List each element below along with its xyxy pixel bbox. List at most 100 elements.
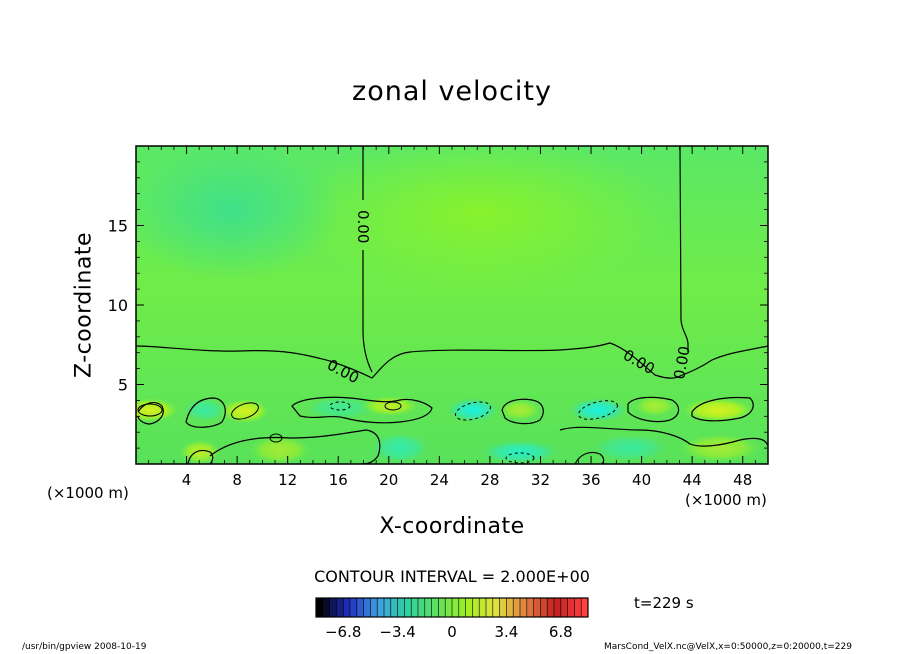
footer-left: /usr/bin/gpview 2008-10-19 [22,642,147,652]
neg-contour-2 [578,400,618,420]
colorbar-tick-label: −3.4 [379,623,415,641]
contour-cell-1 [185,397,226,428]
cell-pos-6 [682,398,754,422]
colorbar-cell [350,598,358,617]
contour-cell-2 [291,396,433,424]
cell-pos-9 [680,434,760,462]
colorbar-cell [533,598,541,617]
x-tick-label: 40 [632,471,651,489]
contour-cell-6 [209,429,381,464]
colorbar-cell [384,598,392,617]
contour-interval-label: CONTOUR INTERVAL = 2.000E+00 [314,567,590,586]
time-label: t=229 s [634,594,694,612]
colorbar-cell [567,598,575,617]
cell-neg-7 [590,434,670,462]
x-tick-label: 8 [232,471,242,489]
colorbar-cell [520,598,528,617]
colorbar-cell [581,598,589,617]
colorbar-cell [390,598,399,617]
colorbar-cell [424,598,433,617]
pos-contour-3 [384,401,402,411]
colorbar-cell [343,598,351,617]
neg-contour-4 [505,452,535,464]
colorbar-cell [431,598,439,617]
contour-cell-8 [559,426,768,447]
colorbar-cell [486,598,494,617]
zero-contours [136,146,768,464]
colorbar-cell [397,598,405,617]
colorbar-cell [438,598,446,617]
colorbar-tick-label: 6.8 [549,623,573,641]
colorbar-cell [356,598,365,617]
y-tick-label: 5 [118,376,128,395]
pos-contour-4 [269,433,283,443]
contour-vertical-zero-2 [679,146,689,352]
x-tick-label: 48 [733,471,752,489]
cell-pos-1 [136,398,178,422]
y-tick-label: 15 [108,217,128,236]
x-tick-label: 24 [430,471,449,489]
contour-cell-3 [501,398,544,425]
colorbar-cell [458,598,467,617]
colorbar-cell [526,598,535,617]
colorbar-cell [472,598,480,617]
colorbar-cell [316,598,324,617]
contour-label: 0.00 [354,210,372,243]
contour-label: 0.00 [670,345,694,381]
contour-cell-7 [137,402,164,425]
neg-contour-3 [329,401,351,411]
upper-positive-region [290,146,670,295]
colorbar-frame [315,597,589,618]
x-tick-label: 32 [531,471,550,489]
colorbar-cell [506,598,514,617]
heatmap-field [136,146,768,464]
colorbar-cell [547,598,555,617]
x-tick-label: 20 [379,471,398,489]
colorbar-cell [322,598,331,617]
cell-neg-6 [480,440,560,464]
colorbar-cell [329,598,337,617]
colorbar-cell [445,598,453,617]
colorbar-cell [363,598,371,617]
neg-contour-1 [454,401,492,421]
colorbar-cell [377,598,385,617]
cell-neg-1 [183,398,227,422]
colorbar-tick-label: 3.4 [494,623,518,641]
colorbar-cells [315,598,589,617]
x-unit-label-left: (×1000 m) [47,484,129,502]
contour-cell-4 [627,396,680,423]
cell-pos-4 [500,400,540,420]
x-tick-label: 44 [683,471,702,489]
colorbar-cell [540,598,548,617]
footer-right: MarsCond_VelX.nc@VelX,x=0:50000,z=0:2000… [604,642,852,652]
positive-contours [137,401,402,443]
contour-horizontal-zero [136,342,768,379]
cell-pos-2 [221,399,269,423]
y-tick-label: 10 [108,296,128,315]
cell-pos-7 [180,440,220,464]
colorbar-cell [465,598,473,617]
x-axis-label: X-coordinate [379,514,525,539]
negative-contours [329,400,618,464]
colorbar: −6.8 −3.4 0 3.4 6.8 [315,597,589,641]
x-unit-label-right: (×1000 m) [685,491,767,509]
x-tick-label: 16 [329,471,348,489]
colorbar-cell [370,598,378,617]
colorbar-cell [411,598,419,617]
colorbar-cell [492,598,501,617]
colorbar-tick-label: −6.8 [325,623,361,641]
chart-title: zonal velocity [352,76,552,107]
colorbar-cell [418,598,426,617]
colorbar-cell [574,598,582,617]
pos-contour-1 [231,402,259,420]
cell-pos-5 [635,396,675,416]
colorbar-ticks: −6.8 −3.4 0 3.4 6.8 [325,623,573,641]
colorbar-cell [560,598,569,617]
colorbar-cell [513,598,521,617]
x-tick-label: 4 [182,471,192,489]
cell-neg-4 [568,398,628,422]
x-tick-label: 28 [480,471,499,489]
colorbar-cell [452,598,460,617]
